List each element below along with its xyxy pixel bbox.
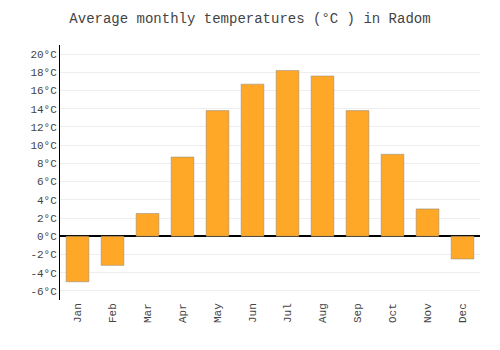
svg-text:-4°C: -4°C [30,268,57,280]
svg-text:Jul: Jul [282,303,294,323]
svg-text:Mar: Mar [142,303,154,323]
svg-text:16°C: 16°C [30,85,57,97]
svg-text:8°C: 8°C [37,158,57,170]
svg-text:-2°C: -2°C [30,249,57,261]
svg-text:-6°C: -6°C [30,286,57,298]
svg-text:12°C: 12°C [30,122,57,134]
svg-text:4°C: 4°C [37,195,57,207]
svg-text:Nov: Nov [422,303,434,323]
svg-text:14°C: 14°C [30,104,57,116]
svg-text:2°C: 2°C [37,213,57,225]
svg-text:6°C: 6°C [37,176,57,188]
svg-text:20°C: 20°C [30,49,57,61]
svg-text:Oct: Oct [387,303,399,323]
svg-text:0°C: 0°C [37,231,57,243]
svg-text:Feb: Feb [107,303,119,323]
svg-text:Aug: Aug [317,303,329,323]
svg-text:10°C: 10°C [30,140,57,152]
svg-text:Jan: Jan [72,303,84,323]
svg-text:Sep: Sep [352,303,364,323]
svg-text:Average monthly temperatures (: Average monthly temperatures (°C ) in Ra… [69,11,430,27]
svg-text:Jun: Jun [247,303,259,323]
svg-text:Apr: Apr [177,303,189,323]
svg-text:Dec: Dec [457,303,469,323]
svg-text:May: May [212,303,224,323]
svg-text:18°C: 18°C [30,67,57,79]
